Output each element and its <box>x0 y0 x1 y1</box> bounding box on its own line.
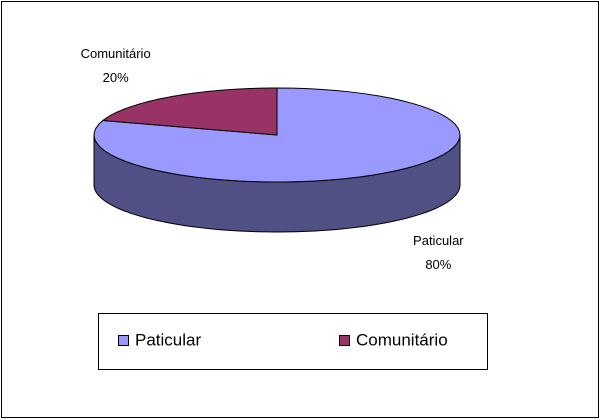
legend-swatch <box>118 335 129 346</box>
pie-slice <box>101 87 278 136</box>
slice-label: Comunitário <box>81 46 151 61</box>
legend-swatch <box>339 335 350 346</box>
slice-label: Paticular <box>413 233 464 248</box>
legend-box <box>98 313 488 370</box>
legend-label: Paticular <box>135 330 201 349</box>
slice-value-label: 20% <box>103 70 129 85</box>
slice-value-label: 80% <box>425 257 451 272</box>
legend-label: Comunitário <box>356 330 448 349</box>
